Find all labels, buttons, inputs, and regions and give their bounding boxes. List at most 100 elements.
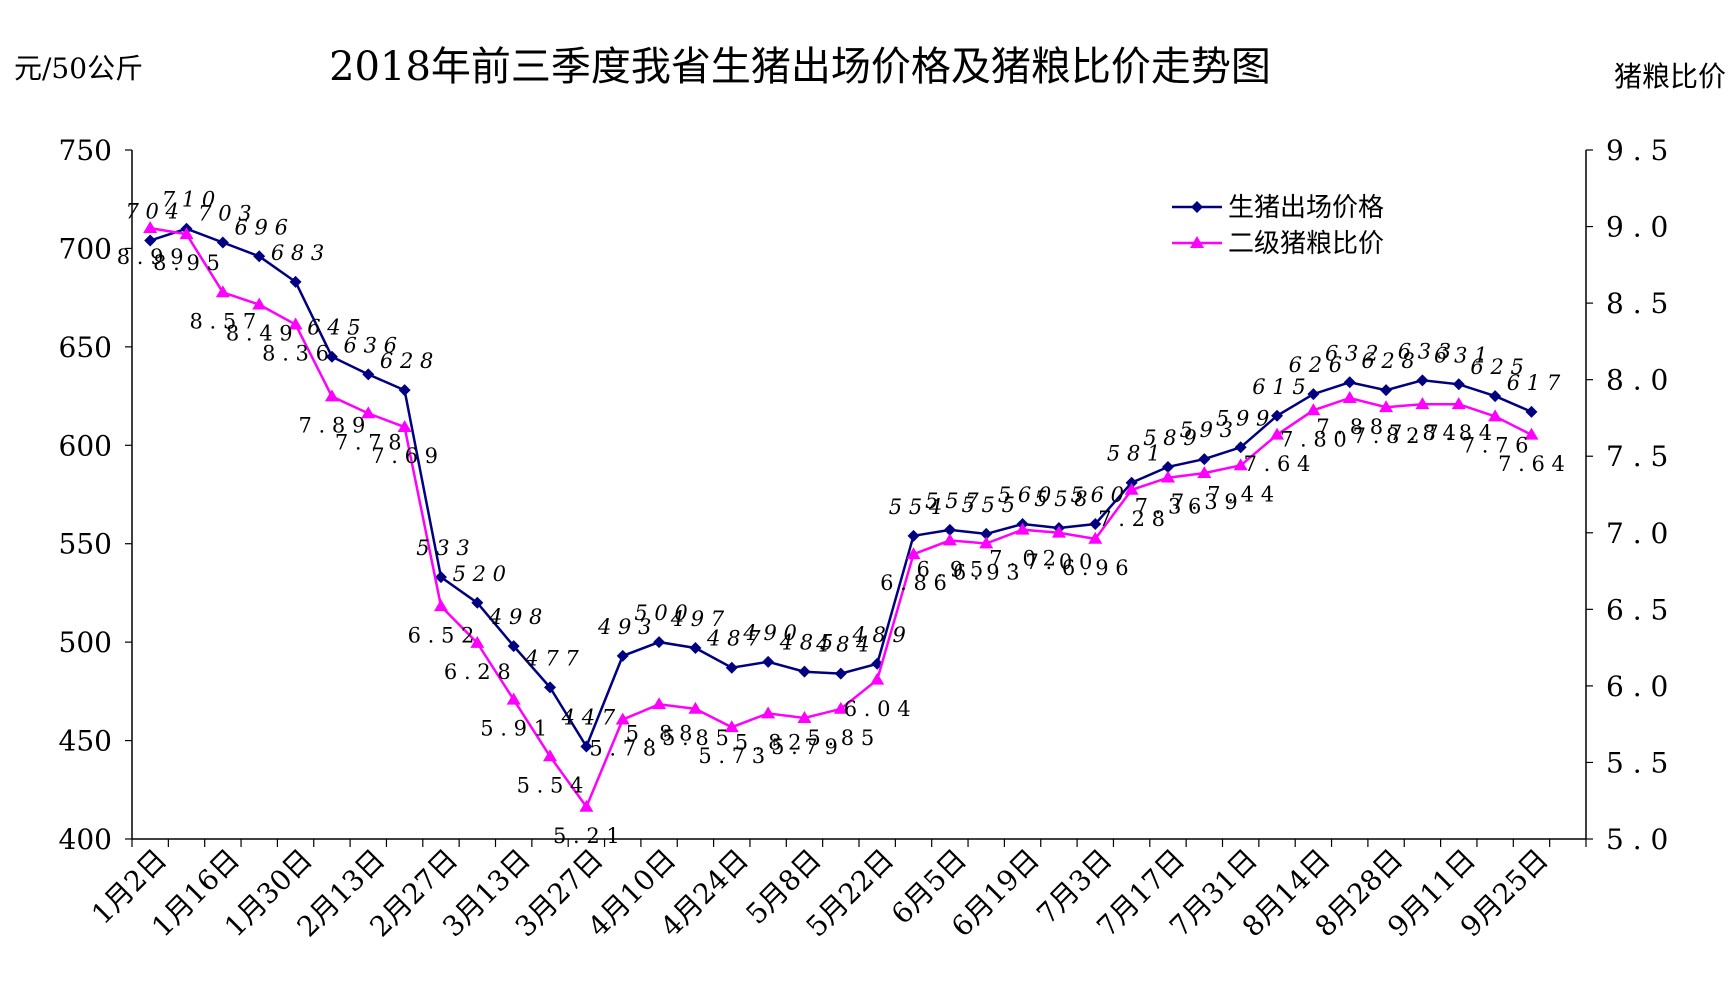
ratio-point [1342,391,1357,403]
ratio-data-label: 5 . 7 8 [589,737,656,761]
legend-label-1: 生猪出场价格 [1228,193,1384,223]
price-data-label: 7 0 4 [125,200,178,224]
price-data-label: 4 9 3 [597,615,651,639]
ratio-point [470,636,485,648]
ratio-point [215,285,230,298]
price-point [1343,376,1356,389]
y-left-tick-label: 750 [59,134,112,167]
ratio-data-label: 6 . 2 8 [444,660,511,684]
price-data-label: 4 8 7 [706,627,761,651]
price-data-label: 5 8 9 [1143,426,1196,450]
ratio-data-label: 7 . 6 4 [1244,452,1311,476]
y-left-tick-label: 550 [59,528,112,561]
ratio-point [1379,400,1394,413]
ratio-data-label: 7 . 8 0 [1280,427,1347,451]
ratio-point [1233,458,1248,471]
ratio-point [1160,470,1175,483]
y-left-tick-label: 650 [59,331,112,364]
ratio-point [433,599,448,612]
ratio-point [143,221,158,233]
ratio-data-label: 6 . 0 4 [844,697,911,721]
y-right-tick-label: 6 . 5 [1606,593,1668,626]
price-data-label: 4 4 7 [561,705,616,729]
ratio-data-label: 8 . 9 9 [117,245,184,269]
price-point [434,571,447,584]
price-data-label: 5 5 5 [962,493,1015,517]
chart-title: 2018年前三季度我省生猪出场价格及猪粮比价走势图 [329,44,1271,90]
price-point [580,740,593,753]
ratio-point [615,712,630,725]
price-point [943,523,956,536]
price-data-label: 6 9 6 [235,215,288,239]
ratio-data-label: 6 . 9 5 [916,557,983,581]
ratio-data-label: 7 . 0 0 [1026,550,1093,574]
ratio-data-label: 7 . 4 4 [1207,482,1274,506]
price-point [1161,460,1174,473]
ratio-data-label: 7 . 6 4 [1498,452,1565,476]
ratio-data-label: 7 . 2 8 [1098,507,1165,531]
price-data-label: 5 5 8 [1034,487,1087,511]
ratio-data-label: 7 . 7 8 [335,430,402,454]
y-left-tick-label: 450 [59,725,112,758]
y-right-tick-label: 5 . 5 [1606,746,1668,779]
y-left-tick-labels: 400 450 500 550 600 650 700 750 [59,134,112,856]
price-data-label: 5 0 0 [634,601,687,625]
price-data-label: 6 3 2 [1325,341,1378,365]
ratio-data-label: 7 . 8 2 [1353,424,1420,448]
ratio-point [1415,397,1430,410]
y-right-tick-label: 7 . 0 [1606,517,1668,550]
price-point [1271,409,1284,422]
y-right-tick-label: 8 . 0 [1606,364,1668,397]
ratio-point [870,672,885,685]
price-point [616,649,629,662]
ratio-point [652,697,667,710]
axes [125,149,1593,847]
price-data-label: 7 0 3 [198,202,251,226]
y-right-tick-label: 9 . 0 [1606,211,1668,244]
y-left-tick-label: 500 [59,626,112,659]
x-tick-labels: 1月2日1月16日1月30日2月13日2月27日3月13日3月27日4月10日4… [85,843,1554,944]
price-point [798,665,811,678]
y-left-axis-label: 元/50公斤 [14,52,143,85]
y-right-tick-label: 7 . 5 [1606,440,1668,473]
series-layer [143,221,1539,812]
data-labels: 7 0 47 1 07 0 36 9 66 8 36 4 56 3 66 2 8… [117,188,1565,848]
ratio-point [1197,466,1212,478]
ratio-point [397,420,412,433]
ratio-point [1524,427,1539,440]
y-left-tick-label: 600 [59,429,112,462]
ratio-data-label: 8 . 5 7 [189,309,256,333]
ratio-data-label: 5 . 8 5 [662,726,729,750]
ratio-data-label: 8 . 4 9 [226,322,293,346]
ratio-point [324,389,339,402]
ratio-point [833,701,848,714]
price-data-label: 6 3 1 [1434,343,1487,367]
price-data-label: 5 8 1 [1107,442,1160,466]
y-right-tick-labels: 5 . 0 5 . 5 6 . 0 6 . 5 7 . 0 7 . 5 8 . 0 8 . 5… [1606,134,1668,856]
ratio-data-label: 5 . 7 3 [698,744,765,768]
ratio-data-label: 5 . 7 9 [771,735,838,759]
ratio-point [1015,522,1030,535]
price-data-label: 6 1 5 [1252,375,1305,399]
price-point [653,636,666,649]
legend-marker-triangle [1190,236,1204,248]
price-point [1198,453,1211,466]
ratio-point [942,533,957,546]
ratio-data-label: 7 . 8 4 [1389,421,1456,445]
ratio-point [288,317,303,330]
price-data-label: 6 2 5 [1470,355,1523,379]
price-point [325,350,338,363]
price-point [1234,441,1247,454]
price-point [216,236,229,249]
ratio-point [543,749,558,762]
ratio-point [1124,482,1139,495]
ratio-data-label: 5 . 8 8 [626,721,693,745]
ratio-point [1306,403,1321,416]
ratio-data-label: 6 . 9 6 [1062,556,1129,580]
price-data-label: 4 8 4 [815,633,869,657]
ratio-point [761,706,776,719]
ratio-point [252,297,267,310]
ratio-data-label: 7 . 7 6 [1462,433,1529,457]
price-data-label: 5 9 3 [1180,418,1233,442]
